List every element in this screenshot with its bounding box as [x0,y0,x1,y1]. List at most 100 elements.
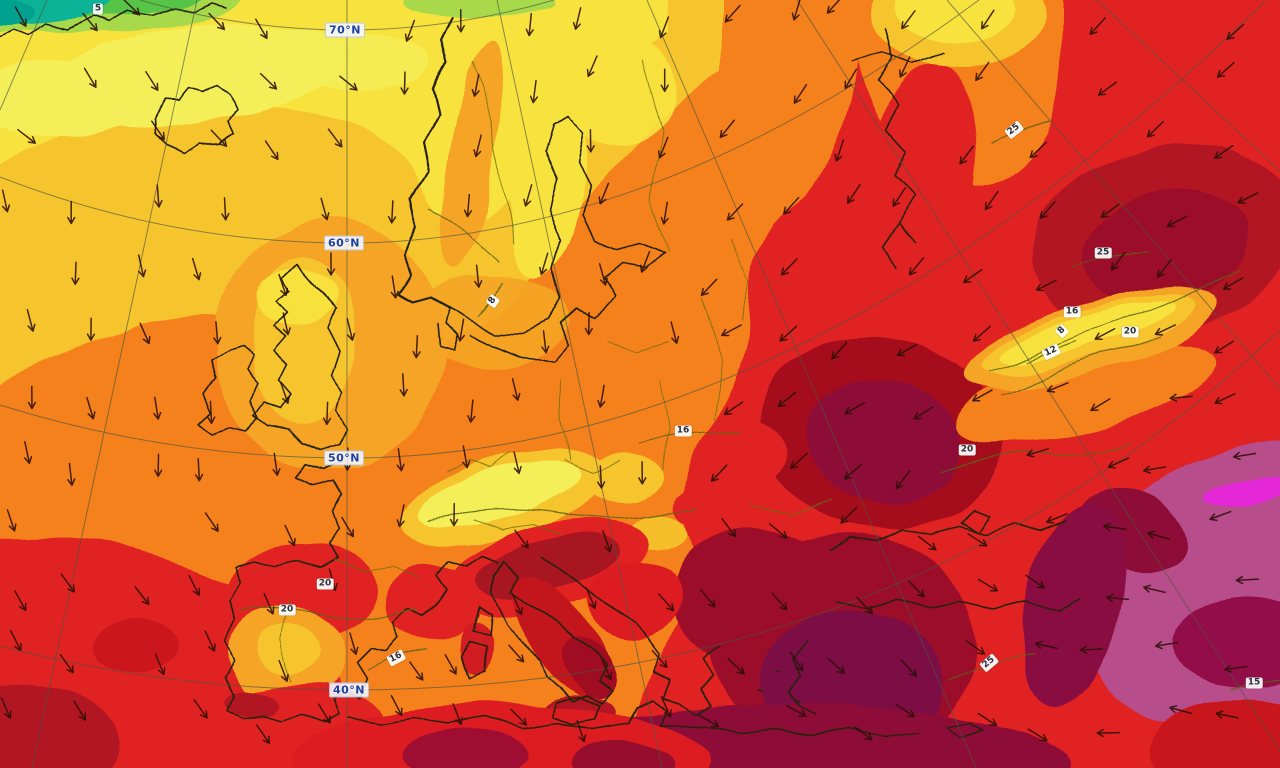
wind-arrow [1154,324,1177,336]
wind-arrow [474,264,483,288]
wind-arrow [387,200,397,224]
wind-arrow [1214,393,1236,405]
wind-arrow [444,654,457,675]
wind-arrow [154,184,163,208]
wind-arrow [346,318,356,341]
wind-arrow [901,10,916,30]
wind-arrow [895,470,911,490]
wind-arrow [853,725,873,741]
baltic-coastline [448,112,666,362]
black-sea-north-coastline [828,508,1066,550]
norway-coastline [397,14,454,309]
wind-arrow [783,196,800,215]
wind-arrow [153,396,162,420]
wind-arrow [827,657,846,674]
wind-arrow [791,0,801,21]
wind-arrow [1224,664,1248,673]
wind-arrow [14,6,27,28]
wind-arrow [597,384,606,408]
wind-arrow [726,203,744,221]
wind-arrow [660,695,672,718]
wind-arrow [139,322,151,345]
wind-arrow [1079,645,1104,654]
wind-arrow [207,400,216,425]
isoline-layer [239,119,1280,691]
wind-arrow [400,71,409,95]
wind-arrow [972,325,991,342]
wind-arrow [598,263,608,286]
wind-arrow [856,596,874,615]
wind-arrow [698,714,720,728]
wind-arrow [658,593,675,612]
wind-arrow [134,586,150,606]
wind-arrow [255,18,268,40]
wind-arrow [284,524,296,547]
wind-arrow [264,140,279,161]
wind-arrow [1215,710,1239,719]
wind-arrow [86,396,96,420]
corsica-coastline [472,605,490,634]
wind-arrow [341,516,354,538]
wind-arrow [272,452,281,476]
wind-arrow [327,128,343,148]
wind-arrow [1156,258,1172,278]
wind-arrow [651,649,668,669]
wind-arrow [278,659,289,682]
black-sea-south-coastline [836,598,1082,610]
wind-arrow [541,330,550,354]
coastlines-layer [0,3,1082,738]
wind-arrow [723,401,744,416]
wind-arrow [60,573,76,593]
wind-arrow [1100,203,1120,219]
wind-arrow [1213,144,1234,159]
wind-arrow [840,506,858,524]
wind-arrow [259,72,278,90]
wind-arrow [913,406,934,420]
wind-arrow [597,465,606,489]
wind-arrow [789,452,808,469]
wind-arrow [1235,575,1260,585]
wind-arrow [977,578,999,592]
wind-arrow [73,700,87,721]
wind-arrow [188,574,201,596]
wind-arrow [508,644,525,663]
wind-arrow [572,7,582,30]
meridian-line [31,0,198,768]
wind-arrow [322,401,332,426]
wind-arrow [86,317,96,341]
wind-arrow [1089,17,1106,35]
wind-arrow [1025,574,1045,589]
wind-arrow [639,250,651,273]
wind-arrow [210,129,228,147]
wind-arrow [584,311,593,336]
wind-arrow [1097,81,1118,96]
wind-arrow [514,529,529,549]
wind-arrow [844,68,858,89]
wind-arrow [657,136,669,159]
wind-arrow [339,75,358,91]
wind-arrow [17,128,37,144]
wind-arrow [1169,393,1193,402]
wind-arrow [908,257,925,276]
aegean-islands [757,669,803,702]
cyprus-coastline [948,718,988,736]
wind-arrow [1107,457,1130,469]
wind-arrow [826,0,843,14]
wind-arrow [601,658,613,681]
sicily-coastline [552,696,604,724]
wind-arrow [977,712,998,727]
latitude-circle-60n [0,0,980,244]
wind-arrow [785,704,807,717]
wind-arrow [320,197,330,221]
wind-arrow [463,193,473,218]
wind-arrow [780,258,798,276]
wind-arrow [602,530,613,553]
wind-arrow [1169,705,1192,715]
wind-arrow [846,184,861,204]
iceland-coastline [151,87,238,152]
wind-arrow [670,321,680,344]
wind-arrow [151,120,165,141]
wind-arrow [9,630,22,652]
wind-arrow [317,703,331,724]
balkan-coastline [544,556,722,714]
